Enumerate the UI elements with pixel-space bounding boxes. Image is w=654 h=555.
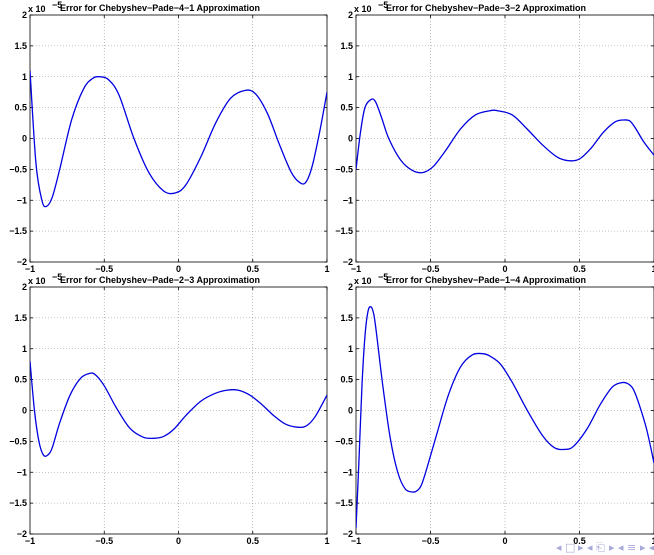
y-tick-label: 2 (22, 282, 27, 292)
nav-symbol-icon[interactable]: ◂ (556, 541, 562, 554)
axis-multiplier-exponent: −5 (52, 0, 62, 10)
y-tick-label: 1.5 (14, 313, 27, 323)
x-tick-label: 0 (176, 264, 181, 274)
y-tick-label: 0.5 (14, 375, 27, 385)
y-tick-label: −1 (17, 195, 27, 205)
y-tick-label: 1 (22, 344, 27, 354)
x-tick-label: −1 (25, 264, 35, 274)
chart-title: Error for Chebyshev−Pade−4−1 Approximati… (60, 3, 260, 13)
nav-symbol-icon[interactable]: ▸ (578, 541, 584, 554)
x-tick-label: −1 (25, 536, 35, 546)
x-tick-label: 0.5 (246, 264, 259, 274)
axis-multiplier-exponent: −5 (378, 0, 388, 10)
axis-multiplier: x 10 (354, 4, 372, 14)
x-tick-label: 1 (651, 264, 654, 274)
x-tick-label: −1 (351, 536, 361, 546)
y-tick-label: 0.5 (14, 103, 27, 113)
y-tick-label: 2 (348, 10, 353, 20)
chart-panel-1: −1 −0.5 0 0.5 1 −2 −1.5 −1 −0.5 0 0.5 1 1.5 2x 10 −5Er… (9, 0, 329, 274)
y-tick-label: −1 (17, 467, 27, 477)
error-curve-series (356, 98, 654, 174)
x-tick-label: −1 (351, 264, 361, 274)
y-tick-label: 1 (348, 72, 353, 82)
error-curve-series (30, 361, 327, 457)
nav-symbol-icon[interactable]: ⎗ (596, 541, 605, 554)
x-tick-label: −0.5 (422, 264, 440, 274)
chart-title: Error for Chebyshev−Pade−2−3 Approximati… (60, 275, 260, 285)
y-tick-label: 1.5 (340, 41, 353, 51)
x-tick-label: 0.5 (246, 536, 259, 546)
y-tick-label: −1.5 (335, 498, 353, 508)
axis-multiplier-exponent: −5 (378, 272, 388, 282)
axis-multiplier: x 10 (28, 4, 46, 14)
y-tick-label: 1 (22, 72, 27, 82)
y-tick-label: −0.5 (335, 436, 353, 446)
nav-symbol-icon[interactable]: ▸ (640, 541, 646, 554)
x-tick-label: 0 (502, 536, 507, 546)
y-tick-label: −0.5 (9, 436, 27, 446)
x-tick-label: −0.5 (95, 536, 113, 546)
chart-panel-3: −1 −0.5 0 0.5 1 −2 −1.5 −1 −0.5 0 0.5 1 1.5 2x 10 −5Er… (9, 272, 329, 546)
y-tick-label: −0.5 (9, 164, 27, 174)
x-tick-label: −0.5 (95, 264, 113, 274)
x-tick-label: 0.5 (573, 536, 586, 546)
y-tick-label: −2 (17, 529, 27, 539)
error-curve-series (356, 305, 654, 528)
y-tick-label: 1 (348, 344, 353, 354)
x-tick-label: 1 (324, 264, 329, 274)
axis-multiplier: x 10 (354, 276, 372, 286)
y-tick-label: −1.5 (9, 498, 27, 508)
chart-panel-2: −1 −0.5 0 0.5 1 −2 −1.5 −1 −0.5 0 0.5 1 1.5 2x 10 −5Er… (335, 0, 654, 274)
y-tick-label: 1.5 (14, 41, 27, 51)
y-tick-label: −1 (343, 467, 353, 477)
x-tick-label: 0.5 (573, 264, 586, 274)
nav-symbol-icon[interactable]: ◂ (587, 541, 593, 554)
nav-symbol-icon[interactable]: ▸ (609, 541, 615, 554)
y-tick-label: 0.5 (340, 103, 353, 113)
x-tick-label: 0 (502, 264, 507, 274)
y-tick-label: 0.5 (340, 375, 353, 385)
axis-multiplier: x 10 (28, 276, 46, 286)
chart-title: Error for Chebyshev−Pade−3−2 Approximati… (386, 3, 586, 13)
y-tick-label: −2 (343, 529, 353, 539)
y-tick-label: 0 (22, 134, 27, 144)
axis-multiplier-exponent: −5 (52, 272, 62, 282)
y-tick-label: 2 (22, 10, 27, 20)
chart-panel-4: −1 −0.5 0 0.5 1 −2 −1.5 −1 −0.5 0 0.5 1 1.5 2x 10 −5Er… (335, 272, 654, 546)
y-tick-label: 0 (22, 406, 27, 416)
x-tick-label: 1 (324, 536, 329, 546)
y-tick-label: 1.5 (340, 313, 353, 323)
y-tick-label: −2 (343, 257, 353, 267)
y-tick-label: −2 (17, 257, 27, 267)
error-curve-series (30, 70, 327, 208)
y-tick-label: −1.5 (9, 226, 27, 236)
y-tick-label: −1 (343, 195, 353, 205)
chart-title: Error for Chebyshev−Pade−1−4 Approximati… (386, 275, 586, 285)
y-tick-label: 2 (348, 282, 353, 292)
nav-symbol-icon[interactable]: ◂ (649, 541, 654, 554)
nav-symbol-icon[interactable]: ◂ (618, 541, 624, 554)
nav-symbol-icon[interactable]: □ (565, 541, 575, 554)
y-tick-label: −0.5 (335, 164, 353, 174)
x-tick-label: 1 (651, 536, 654, 546)
nav-symbol-icon[interactable]: ≡ (627, 541, 636, 554)
y-tick-label: −1.5 (335, 226, 353, 236)
navigation-symbols[interactable]: ◂ □ ▸ ◂ ⎗ ▸ ◂ ≡ ▸ ◂ (556, 541, 654, 554)
y-tick-label: 0 (348, 406, 353, 416)
x-tick-label: 0 (176, 536, 181, 546)
y-tick-label: 0 (348, 134, 353, 144)
x-tick-label: −0.5 (422, 536, 440, 546)
